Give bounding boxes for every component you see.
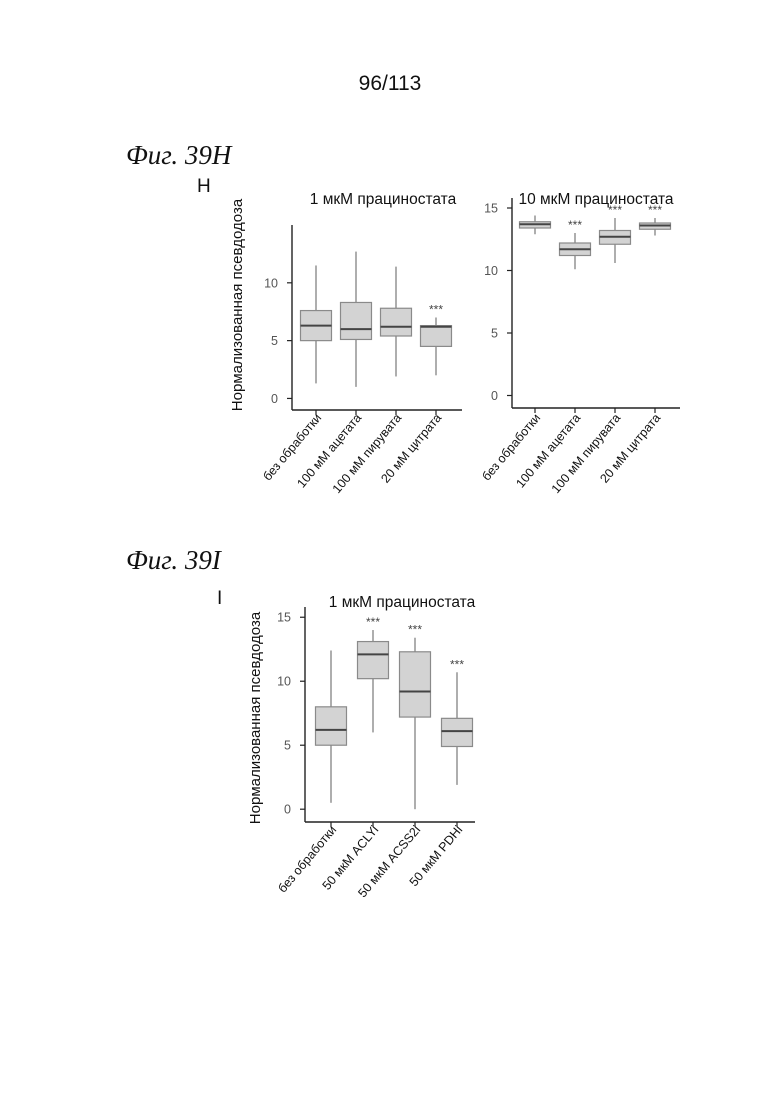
chart-1-x-ticks: без обработки100 мМ ацетата100 мМ пирува… xyxy=(260,410,444,496)
boxplot-chart-3: 1 мкМ прациностата Нормализованная псевд… xyxy=(247,594,476,900)
boxplot-chart-1: 1 мкМ прациностата Нормализованная псевд… xyxy=(229,191,462,496)
y-tick-label: 5 xyxy=(284,739,291,753)
box-iqr xyxy=(381,308,412,336)
y-tick-label: 0 xyxy=(284,803,291,817)
chart-3-boxes: *** *** *** xyxy=(316,615,473,809)
chart-3-ylabel: Нормализованная псевдодоза xyxy=(247,611,264,824)
box-iqr xyxy=(400,652,431,717)
chart-1-ylabel: Нормализованная псевдодоза xyxy=(229,198,246,411)
chart-1-title: 1 мкМ прациностата xyxy=(310,191,457,208)
chart-2-boxes: *** *** *** xyxy=(520,203,671,269)
significance-label: *** xyxy=(648,203,662,217)
significance-label: *** xyxy=(366,615,380,629)
y-tick-label: 15 xyxy=(277,611,291,625)
chart-2-y-ticks: 0 5 10 15 xyxy=(484,202,512,404)
y-tick-label: 10 xyxy=(277,675,291,689)
box-iqr xyxy=(421,326,452,347)
chart-3-x-ticks: без обработки50 мкМ ACLYi50 мкМ ACSS2i50… xyxy=(275,822,465,900)
box-iqr xyxy=(341,302,372,339)
y-tick-label: 5 xyxy=(271,334,278,348)
significance-label: *** xyxy=(568,218,582,232)
chart-2-x-ticks: без обработки100 мМ ацетата100 мМ пирува… xyxy=(479,408,663,496)
x-tick-label: 100 мМ пирувата xyxy=(330,411,405,496)
chart-1-y-ticks: 0 5 10 xyxy=(264,276,292,406)
box-iqr xyxy=(358,642,389,679)
y-tick-label: 15 xyxy=(484,202,498,216)
significance-label: *** xyxy=(608,203,622,217)
significance-label: *** xyxy=(429,303,443,317)
y-tick-label: 10 xyxy=(264,276,278,290)
chart-3-title: 1 мкМ прациностата xyxy=(329,594,476,611)
significance-label: *** xyxy=(450,657,464,671)
boxplot-chart-2: 10 мкМ прациностата 051015 ********* без… xyxy=(479,191,680,496)
y-tick-label: 0 xyxy=(271,392,278,406)
y-tick-label: 0 xyxy=(491,389,498,403)
x-tick-label: 100 мМ пирувата xyxy=(549,411,624,496)
y-tick-label: 10 xyxy=(484,264,498,278)
figure-canvas: 1 мкМ прациностата Нормализованная псевд… xyxy=(0,0,780,1103)
significance-label: *** xyxy=(408,623,422,637)
chart-3-y-ticks: 0 5 10 15 xyxy=(277,611,305,817)
box-iqr xyxy=(316,707,347,745)
box-iqr xyxy=(442,718,473,746)
y-tick-label: 5 xyxy=(491,327,498,341)
chart-1-boxes: *** xyxy=(301,252,452,387)
